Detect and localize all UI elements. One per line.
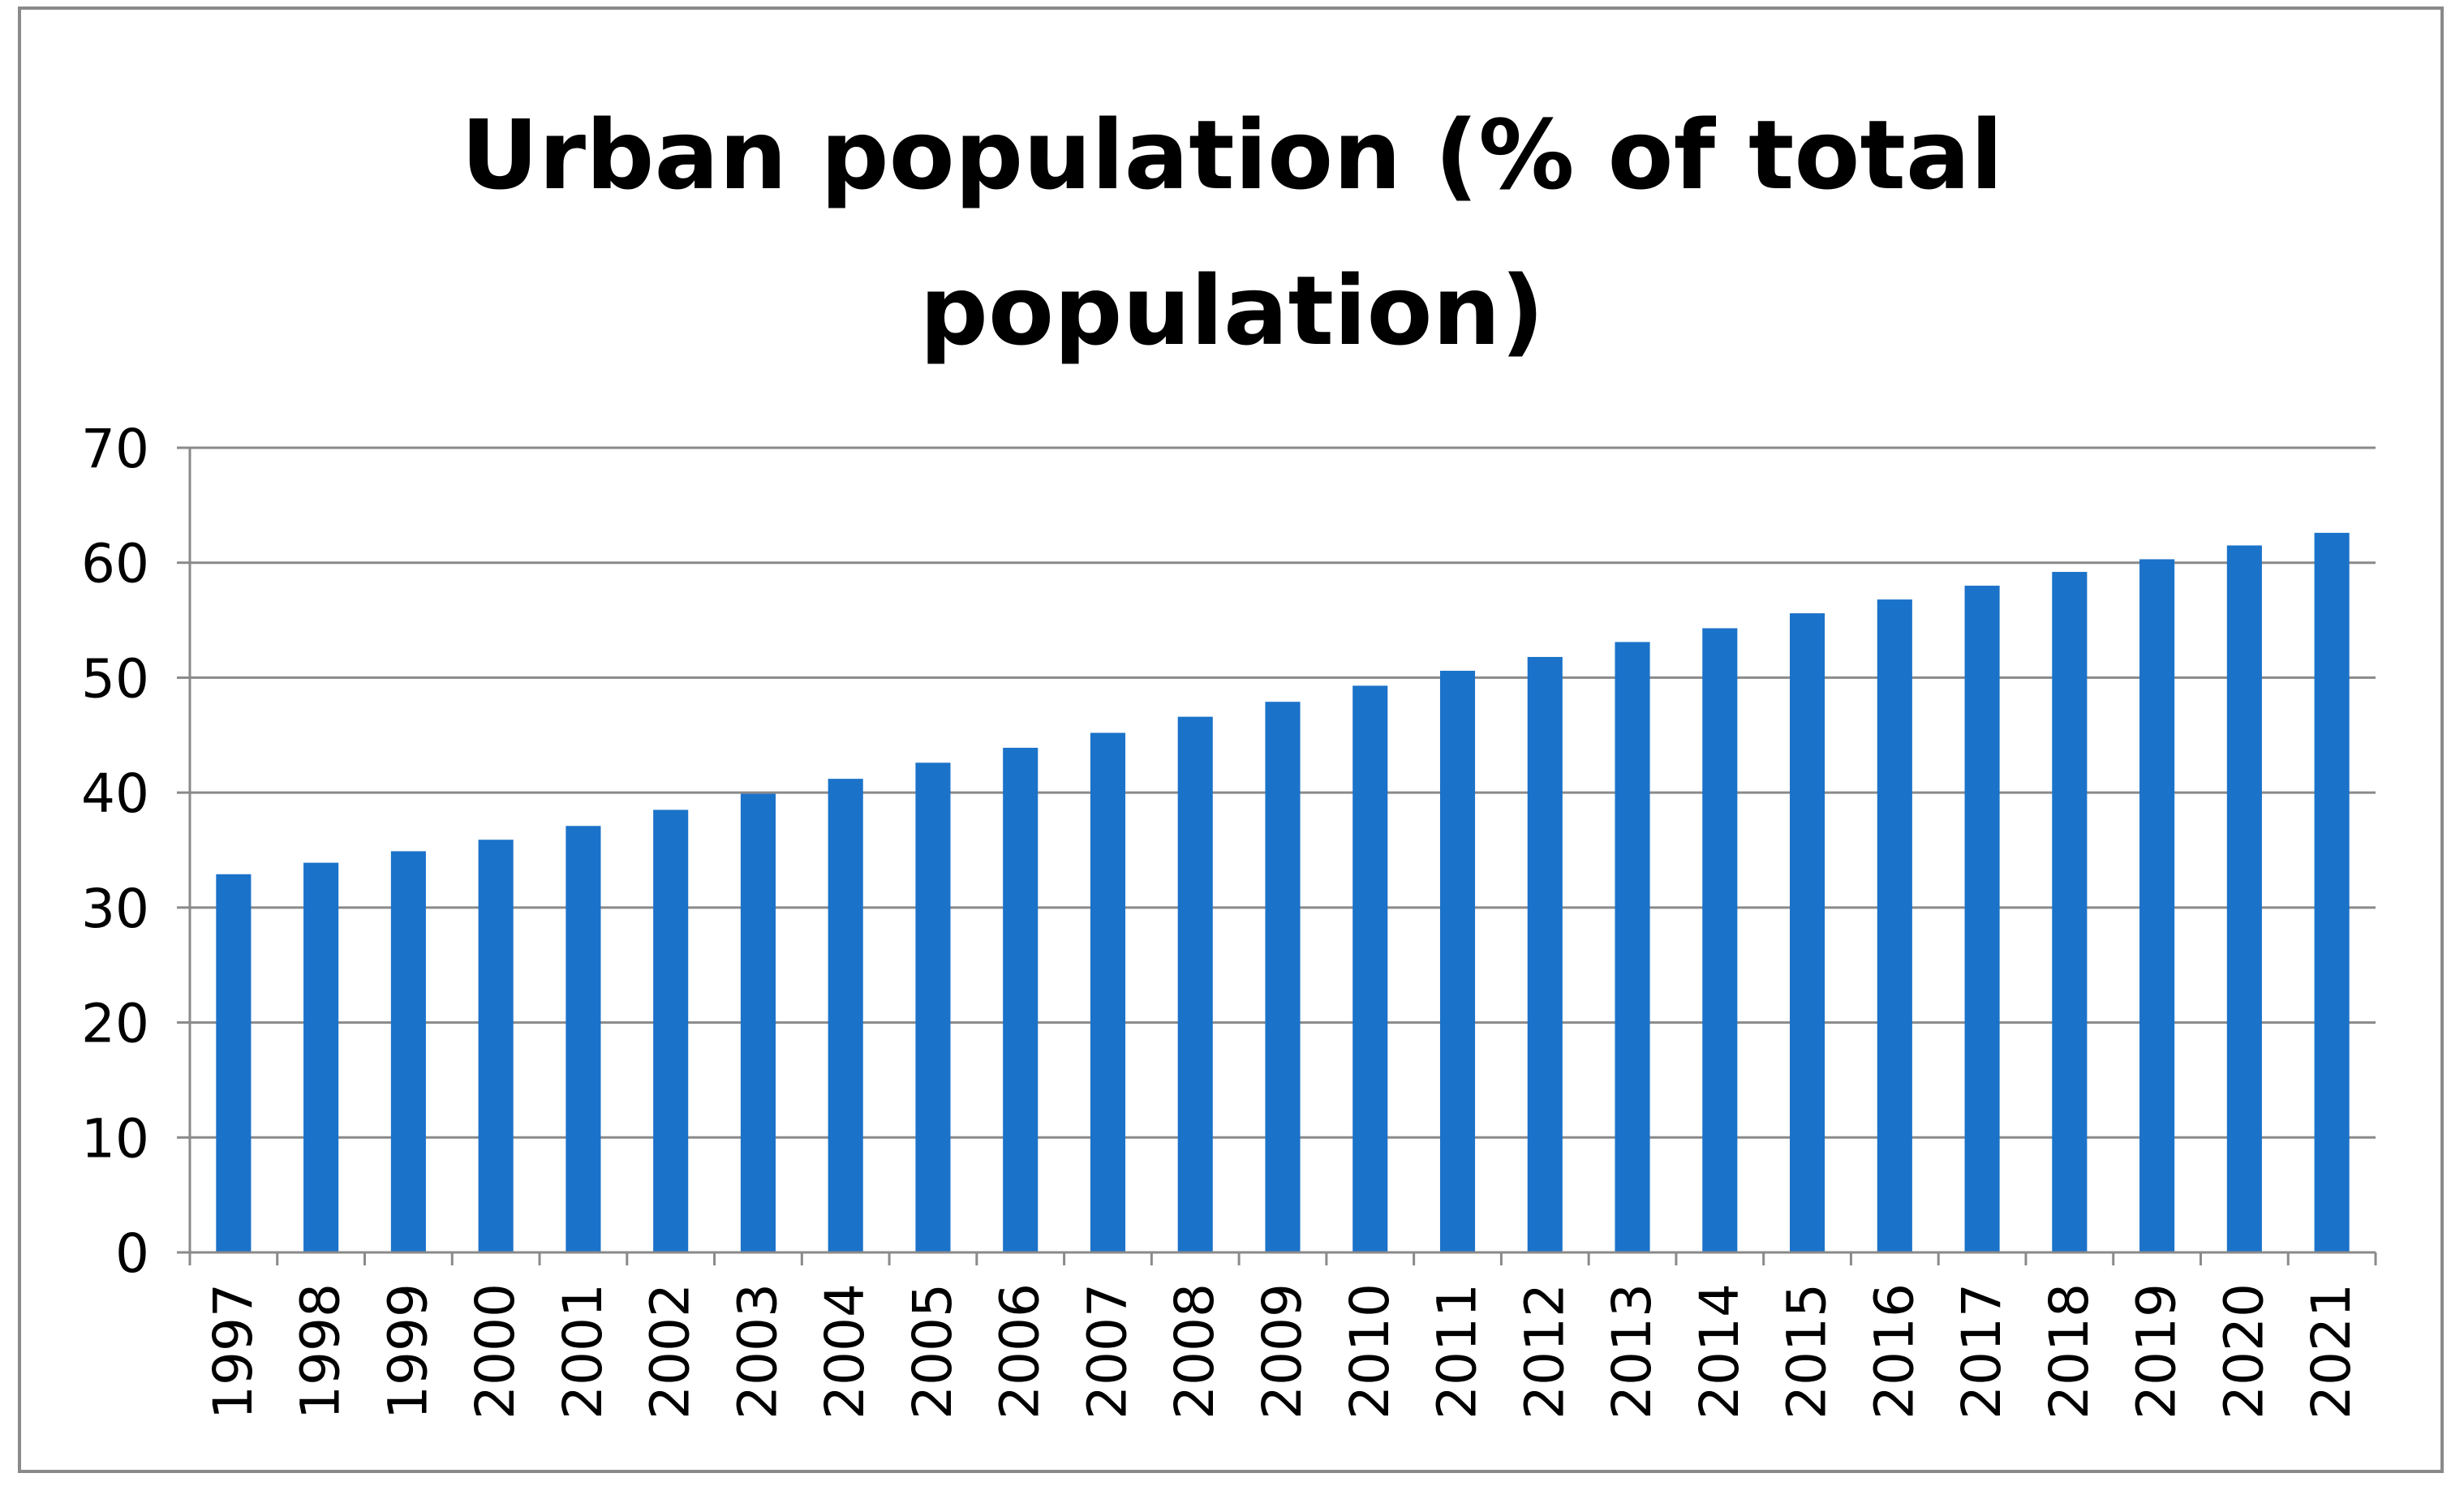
x-tick-label: 2009 bbox=[1251, 1283, 1314, 1420]
x-tick-label: 1999 bbox=[376, 1283, 439, 1420]
x-tick-label: 2008 bbox=[1163, 1283, 1226, 1420]
bar-2007 bbox=[1090, 732, 1126, 1252]
x-tick-label: 2013 bbox=[1601, 1283, 1663, 1420]
bar-2019 bbox=[2139, 559, 2175, 1252]
bar-1999 bbox=[390, 851, 426, 1252]
y-tick-label: 30 bbox=[81, 878, 149, 940]
bar-2012 bbox=[1527, 656, 1563, 1252]
bar-2006 bbox=[1003, 747, 1038, 1252]
bar-2010 bbox=[1352, 685, 1388, 1252]
bar-2018 bbox=[2052, 572, 2088, 1252]
x-tick-label: 2006 bbox=[989, 1283, 1051, 1420]
bar-2021 bbox=[2314, 532, 2350, 1252]
y-tick-label: 20 bbox=[81, 993, 149, 1055]
x-tick-labels: 1997 1998 1999 2000 2001 2002 2003 2004 2005 2006… bbox=[202, 1283, 2363, 1420]
x-tick-label: 2015 bbox=[1776, 1283, 1838, 1420]
bar-2011 bbox=[1439, 670, 1476, 1252]
x-tick-label: 2019 bbox=[2126, 1283, 2188, 1420]
y-tick-label: 50 bbox=[81, 647, 149, 710]
x-tick-label: 1997 bbox=[202, 1283, 264, 1420]
bar-2002 bbox=[653, 810, 689, 1252]
x-tick-label: 2012 bbox=[1513, 1283, 1576, 1420]
x-tick-label: 2020 bbox=[2212, 1283, 2275, 1420]
bar-2000 bbox=[478, 840, 514, 1252]
y-tick-label: 60 bbox=[81, 533, 149, 595]
x-tick-label: 2010 bbox=[1339, 1283, 1401, 1420]
axes bbox=[177, 446, 2377, 1265]
bar-1998 bbox=[303, 862, 339, 1252]
x-tick-label: 2002 bbox=[639, 1283, 702, 1420]
bar-2001 bbox=[565, 826, 601, 1252]
x-tick-label: 2018 bbox=[2038, 1283, 2101, 1420]
bar-2013 bbox=[1615, 642, 1650, 1252]
y-tick-label: 70 bbox=[81, 418, 149, 480]
bar-2014 bbox=[1702, 628, 1738, 1252]
x-tick-label: 2004 bbox=[814, 1283, 876, 1420]
x-tick-label: 2016 bbox=[1863, 1283, 1925, 1420]
bar-2016 bbox=[1877, 599, 1912, 1252]
bar-2020 bbox=[2226, 545, 2262, 1252]
x-tick-label: 2003 bbox=[726, 1283, 789, 1420]
y-tick-label: 0 bbox=[115, 1222, 149, 1285]
bar-2005 bbox=[915, 762, 951, 1252]
y-tick-label: 10 bbox=[81, 1107, 149, 1170]
bar-2015 bbox=[1790, 613, 1825, 1252]
x-tick-label: 2001 bbox=[552, 1283, 614, 1420]
x-tick-label: 2014 bbox=[1688, 1283, 1751, 1420]
chart-title-line-2: population) bbox=[919, 255, 1545, 367]
x-tick-label: 2017 bbox=[1950, 1283, 2013, 1420]
x-tick-label: 2011 bbox=[1426, 1283, 1489, 1420]
x-tick-label: 2007 bbox=[1076, 1283, 1138, 1420]
y-tick-labels: 0 10 20 30 40 50 60 70 bbox=[81, 418, 149, 1285]
x-tick-label: 2000 bbox=[464, 1283, 527, 1420]
y-tick-label: 40 bbox=[81, 762, 149, 825]
chart-title-line-1: Urban population (% of total bbox=[461, 99, 2003, 211]
bar-2004 bbox=[828, 779, 863, 1252]
bar-2017 bbox=[1964, 586, 2000, 1252]
bar-2008 bbox=[1177, 716, 1213, 1252]
chart-title: Urban population (% of total population) bbox=[0, 77, 2464, 389]
bar-1997 bbox=[216, 874, 252, 1252]
bars bbox=[216, 532, 2350, 1252]
bar-2009 bbox=[1265, 702, 1301, 1252]
x-tick-label: 2005 bbox=[901, 1283, 964, 1420]
bar-2003 bbox=[740, 793, 776, 1252]
x-tick-label: 1998 bbox=[290, 1283, 352, 1420]
x-tick-label: 2021 bbox=[2300, 1283, 2363, 1420]
